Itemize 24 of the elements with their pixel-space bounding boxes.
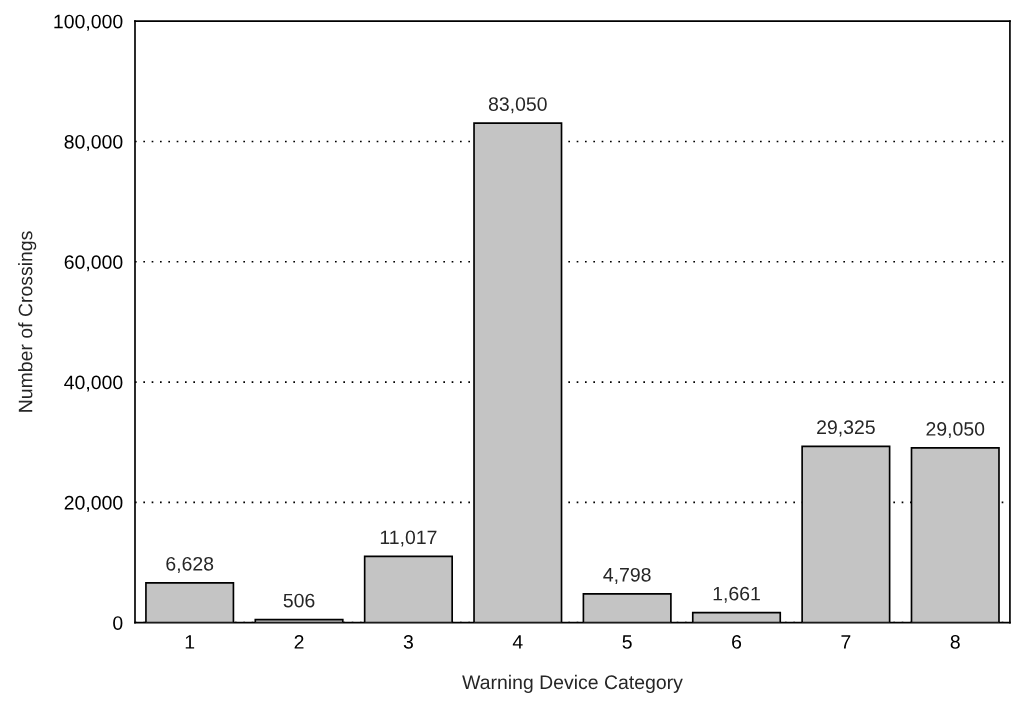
data-label: 506	[283, 593, 315, 608]
x-axis-title: Warning Device Category	[462, 674, 683, 693]
y-tick-label: 100,000	[54, 14, 123, 31]
data-label: 1,661	[713, 586, 760, 603]
data-label: 83,050	[488, 97, 547, 114]
y-tick-label: 20,000	[64, 495, 123, 512]
y-axis-title: Number of Crossings	[18, 231, 37, 412]
y-tick-label: 40,000	[64, 375, 123, 392]
y-tick-label: 80,000	[64, 134, 123, 152]
data-label: 29,325	[817, 420, 875, 437]
x-tick-label: 4	[512, 635, 523, 649]
y-tick-label: 60,000	[64, 255, 123, 272]
data-label: 11,017	[380, 530, 437, 547]
x-tick-label: 5	[622, 635, 632, 649]
x-tick-label: 6	[732, 635, 742, 649]
y-tick-label: 0	[113, 616, 123, 630]
x-tick-label: 2	[294, 635, 304, 649]
x-tick-label: 3	[403, 635, 413, 649]
x-tick-label: 1	[185, 635, 195, 649]
data-label: 6,628	[166, 556, 214, 573]
x-tick-label: 7	[841, 635, 851, 649]
data-label: 29,050	[926, 422, 985, 439]
x-tick-label: 8	[950, 635, 960, 649]
data-label: 4,798	[603, 567, 651, 584]
